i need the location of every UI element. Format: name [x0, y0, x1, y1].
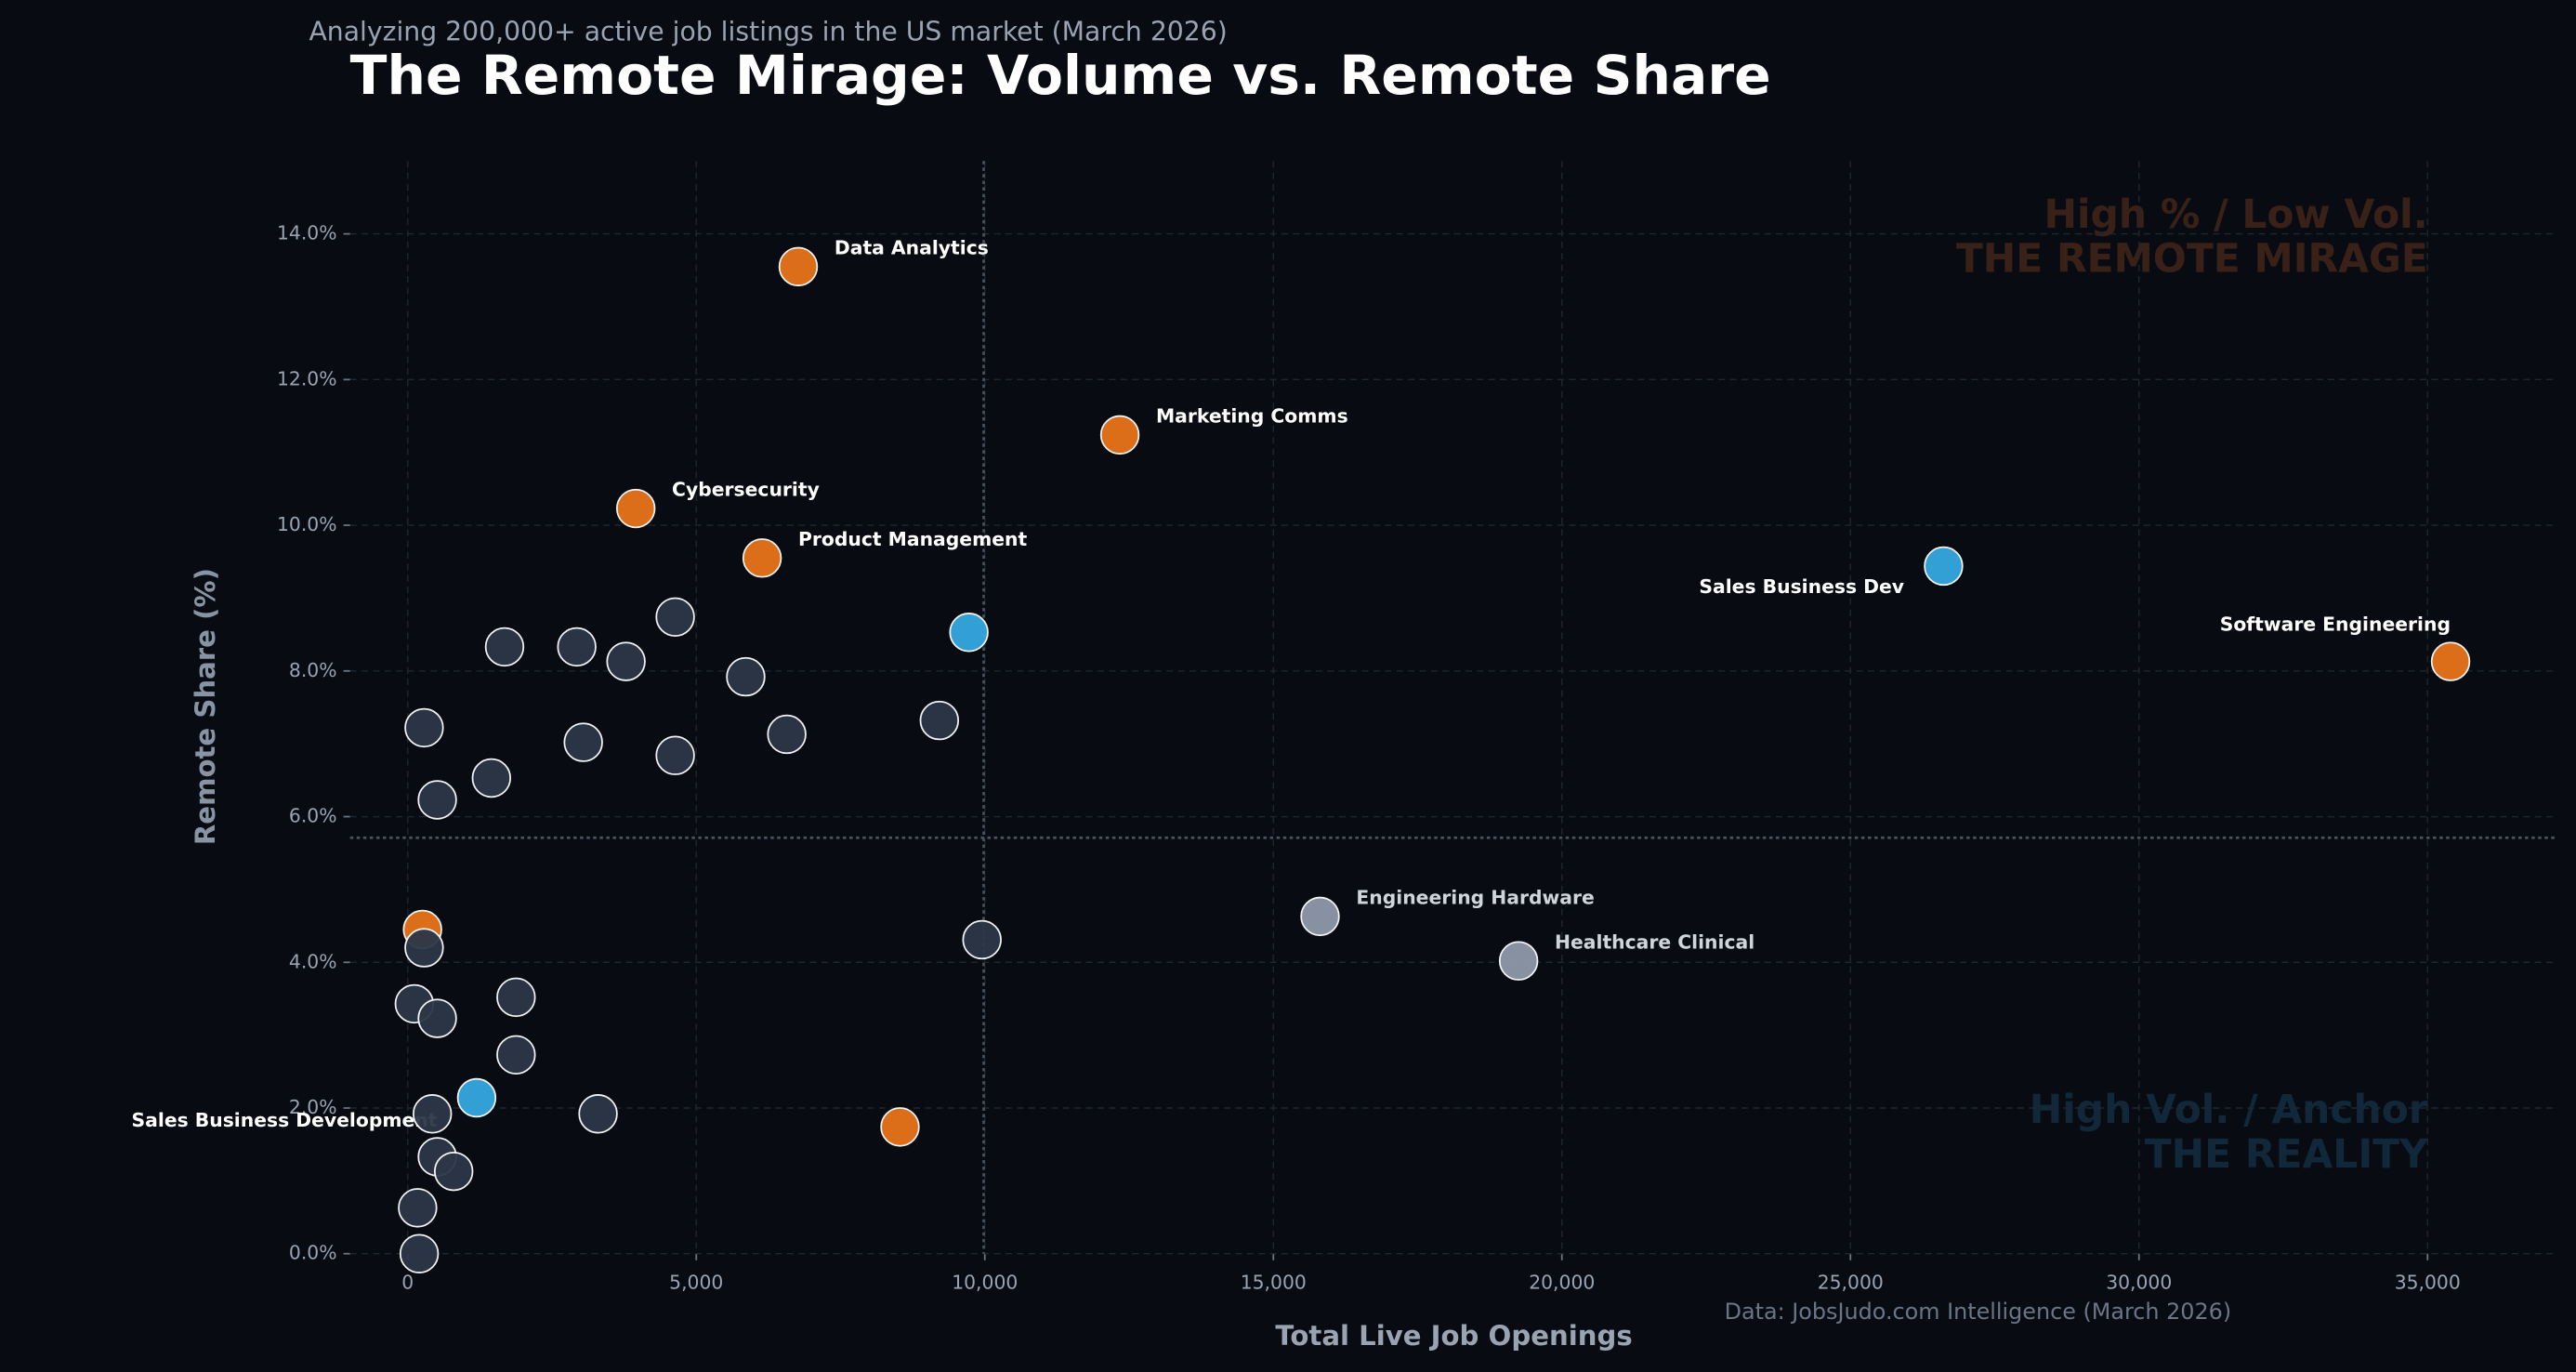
- data-point: [399, 1233, 440, 1273]
- data-point: [778, 246, 819, 287]
- x-tick-label: 5,000: [669, 1272, 723, 1294]
- data-point: [496, 1035, 536, 1075]
- data-point: [417, 998, 457, 1038]
- y-axis-label: Remote Share (%): [190, 568, 221, 845]
- y-tick-label: 14.0%: [277, 222, 337, 244]
- data-point: [949, 613, 989, 653]
- data-point: [1498, 941, 1539, 981]
- quadrant-annotation: High % / Low Vol.: [2044, 192, 2428, 238]
- quadrant-annotation: THE REALITY: [2145, 1132, 2429, 1178]
- y-tick-label: 8.0%: [289, 659, 337, 681]
- data-point: [962, 919, 1002, 960]
- x-tick-label: 35,000: [2395, 1272, 2461, 1294]
- data-point: [919, 700, 960, 741]
- data-point: [1099, 415, 1140, 455]
- data-point: [413, 1094, 453, 1134]
- point-label: Engineering Hardware: [1356, 886, 1594, 908]
- data-point: [404, 707, 444, 748]
- point-label: Marketing Comms: [1156, 404, 1348, 427]
- data-point: [433, 1151, 474, 1192]
- data-point: [1924, 546, 1964, 587]
- chart-title: The Remote Mirage: Volume vs. Remote Sha…: [350, 44, 1771, 107]
- subtitle: Analyzing 200,000+ active job listings i…: [309, 16, 1227, 46]
- y-tick-label: 10.0%: [277, 513, 337, 535]
- data-point: [742, 538, 782, 578]
- data-point: [557, 627, 597, 667]
- point-label: Data Analytics: [835, 236, 989, 258]
- point-label: Sales Business Dev: [1699, 575, 1904, 598]
- point-label: Product Management: [798, 528, 1027, 550]
- y-tick-label: 0.0%: [289, 1242, 337, 1264]
- data-point: [398, 1188, 438, 1228]
- data-point: [578, 1094, 618, 1134]
- point-label: Healthcare Clinical: [1555, 930, 1755, 953]
- data-point: [496, 977, 536, 1018]
- quadrant-annotation: THE REMOTE MIRAGE: [1956, 237, 2428, 283]
- x-tick-label: 15,000: [1241, 1272, 1307, 1294]
- point-label: Cybersecurity: [672, 479, 820, 501]
- y-tick-label: 12.0%: [277, 367, 337, 389]
- y-tick-label: 4.0%: [289, 950, 337, 972]
- x-tick-label: 0: [401, 1272, 414, 1294]
- data-point: [2430, 641, 2471, 681]
- data-point: [655, 735, 695, 775]
- x-tick-label: 10,000: [952, 1272, 1018, 1294]
- y-tick-label: 2.0%: [289, 1096, 337, 1118]
- data-point: [726, 656, 766, 697]
- data-point: [1300, 896, 1340, 937]
- source-note: Data: JobsJudo.com Intelligence (March 2…: [1725, 1299, 2231, 1325]
- data-point: [615, 488, 656, 529]
- data-point: [417, 780, 457, 820]
- data-point: [655, 597, 695, 638]
- x-tick-label: 30,000: [2106, 1272, 2172, 1294]
- point-label: Software Engineering: [2220, 613, 2451, 636]
- data-point: [767, 714, 807, 755]
- data-point: [484, 627, 525, 667]
- data-point: [471, 758, 512, 798]
- y-tick-label: 6.0%: [289, 805, 337, 827]
- quadrant-annotation: High Vol. / Anchor: [2030, 1088, 2428, 1133]
- data-point: [563, 722, 603, 762]
- data-point: [404, 928, 444, 968]
- data-point: [606, 641, 646, 681]
- x-tick-label: 25,000: [1818, 1272, 1884, 1294]
- x-axis-label: Total Live Job Openings: [1275, 1320, 1632, 1352]
- x-tick-label: 20,000: [1529, 1272, 1595, 1294]
- data-point: [456, 1077, 497, 1118]
- point-label: Sales Business Development: [132, 1109, 438, 1131]
- data-point: [880, 1107, 920, 1147]
